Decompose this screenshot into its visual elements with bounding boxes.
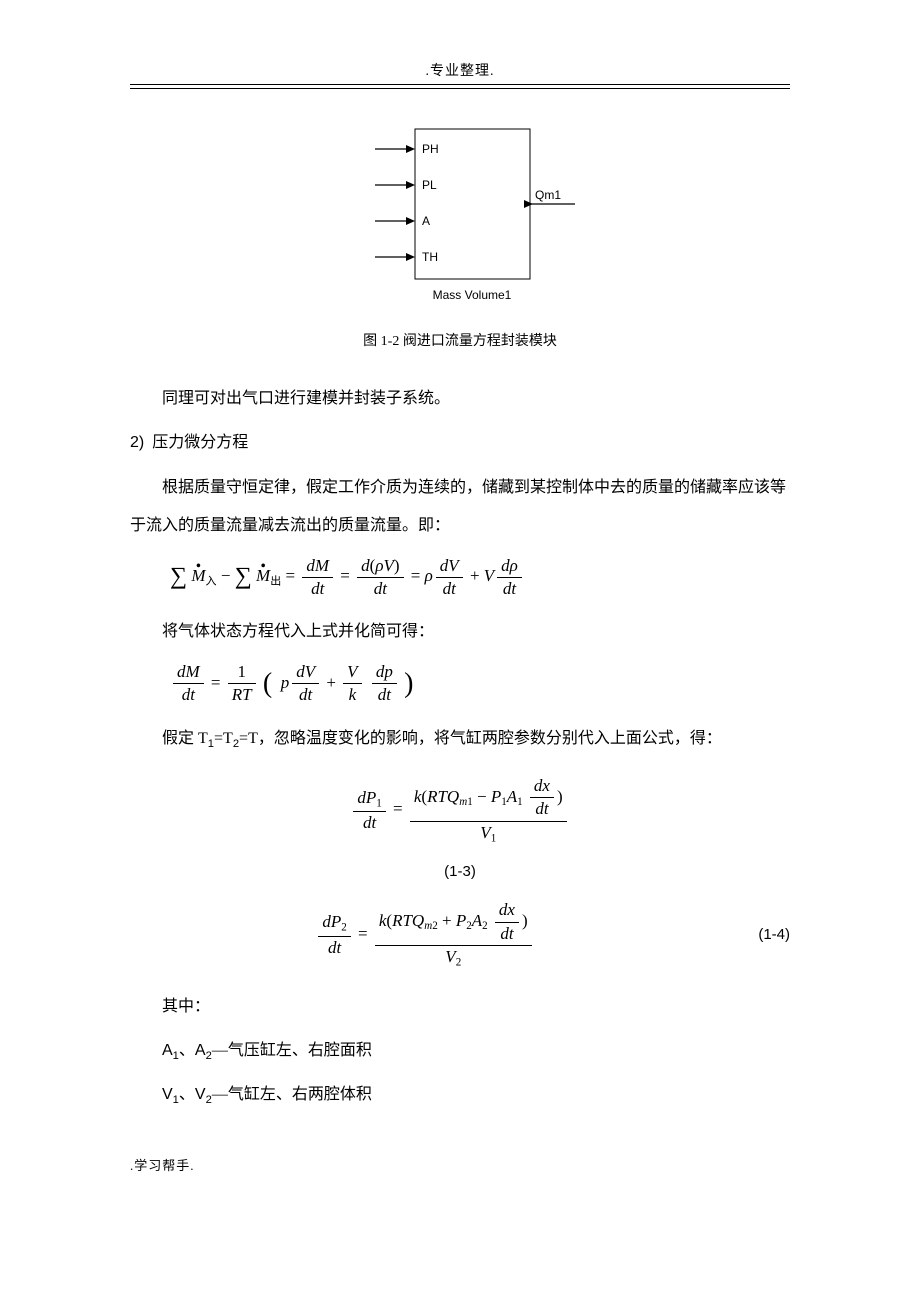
- page: .专业整理. PH PL A: [0, 0, 920, 1214]
- paragraph-outlet-model: 同理可对出气口进行建模并封装子系统。: [130, 380, 790, 418]
- figure-1-2: PH PL A TH Qm1: [130, 119, 790, 314]
- input-arrow-th: TH: [375, 250, 438, 264]
- input-label-a: A: [422, 214, 430, 228]
- page-footer: .学习帮手.: [130, 1155, 790, 1174]
- block-diagram-svg: PH PL A TH Qm1: [320, 119, 600, 309]
- output-port-qm1: Qm1: [524, 188, 575, 208]
- equation-1-3: dP1dt = k(RTQm1 − P1A1 dxdt) V1: [130, 776, 790, 845]
- header-rule: [130, 84, 790, 89]
- where-label: 其中：: [130, 988, 790, 1026]
- equation-number-1-3: (1-3): [130, 863, 790, 880]
- equation-mass-balance: ∑ M•入 − ∑ M•出 = dMdt = d(ρV)dt = ρdVdt +…: [170, 556, 790, 600]
- input-arrow-pl: PL: [375, 178, 437, 192]
- definition-volume: V1、V2—气缸左、右两腔体积: [130, 1076, 790, 1114]
- definition-area: A1、A2—气压缸左、右腔面积: [130, 1032, 790, 1070]
- input-label-th: TH: [422, 250, 438, 264]
- equation-dmdt: dMdt = 1RT ( pdVdt + Vk dpdt ): [170, 662, 790, 706]
- figure-caption: 图 1-2 阀进口流量方程封装模块: [130, 330, 790, 350]
- equation-1-4: dP2dt = k(RTQm2 + P2A2 dxdt) V2 (1-4): [130, 900, 790, 969]
- input-label-pl: PL: [422, 178, 437, 192]
- block-label: Mass Volume1: [433, 288, 512, 302]
- input-label-ph: PH: [422, 142, 439, 156]
- input-arrow-ph: PH: [375, 142, 439, 156]
- output-label-qm1: Qm1: [535, 188, 561, 202]
- paragraph-substitute-gas-law: 将气体状态方程代入上式并化简可得：: [130, 613, 790, 651]
- section-title: 压力微分方程: [152, 434, 248, 451]
- page-header: .专业整理.: [130, 60, 790, 80]
- section-2-heading: 2) 压力微分方程: [130, 424, 790, 462]
- input-arrow-a: A: [375, 214, 430, 228]
- paragraph-assume-temperature: 假定 T1=T2=T，忽略温度变化的影响，将气缸两腔参数分别代入上面公式，得：: [130, 720, 790, 758]
- paragraph-mass-conservation: 根据质量守恒定律，假定工作介质为连续的，储藏到某控制体中去的质量的储藏率应该等于…: [130, 469, 790, 546]
- equation-number-1-4: (1-4): [720, 926, 790, 943]
- section-number: 2): [130, 434, 144, 451]
